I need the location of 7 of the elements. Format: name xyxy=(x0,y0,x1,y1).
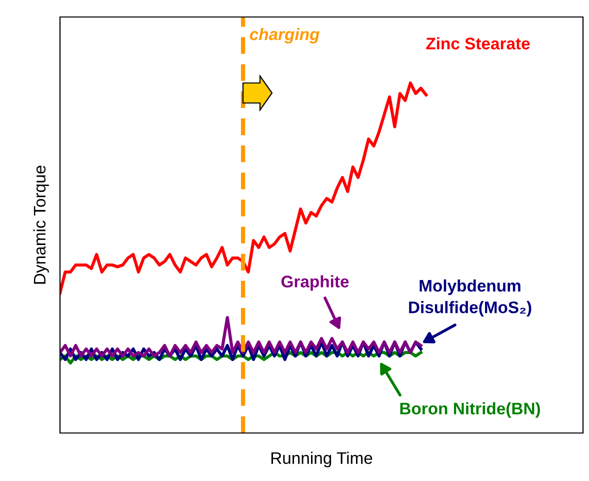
x-axis-title: Running Time xyxy=(271,452,372,468)
text: Zinc Stearate xyxy=(426,37,530,50)
text: charging xyxy=(250,28,320,44)
series-label: Molybdenum Disulfide(MoS₂) xyxy=(409,279,532,317)
legend-label: Boron Nitride(BN) xyxy=(400,402,540,418)
text: Graphite xyxy=(281,275,349,291)
y-axis-title: Dynamic Torque xyxy=(33,166,49,284)
